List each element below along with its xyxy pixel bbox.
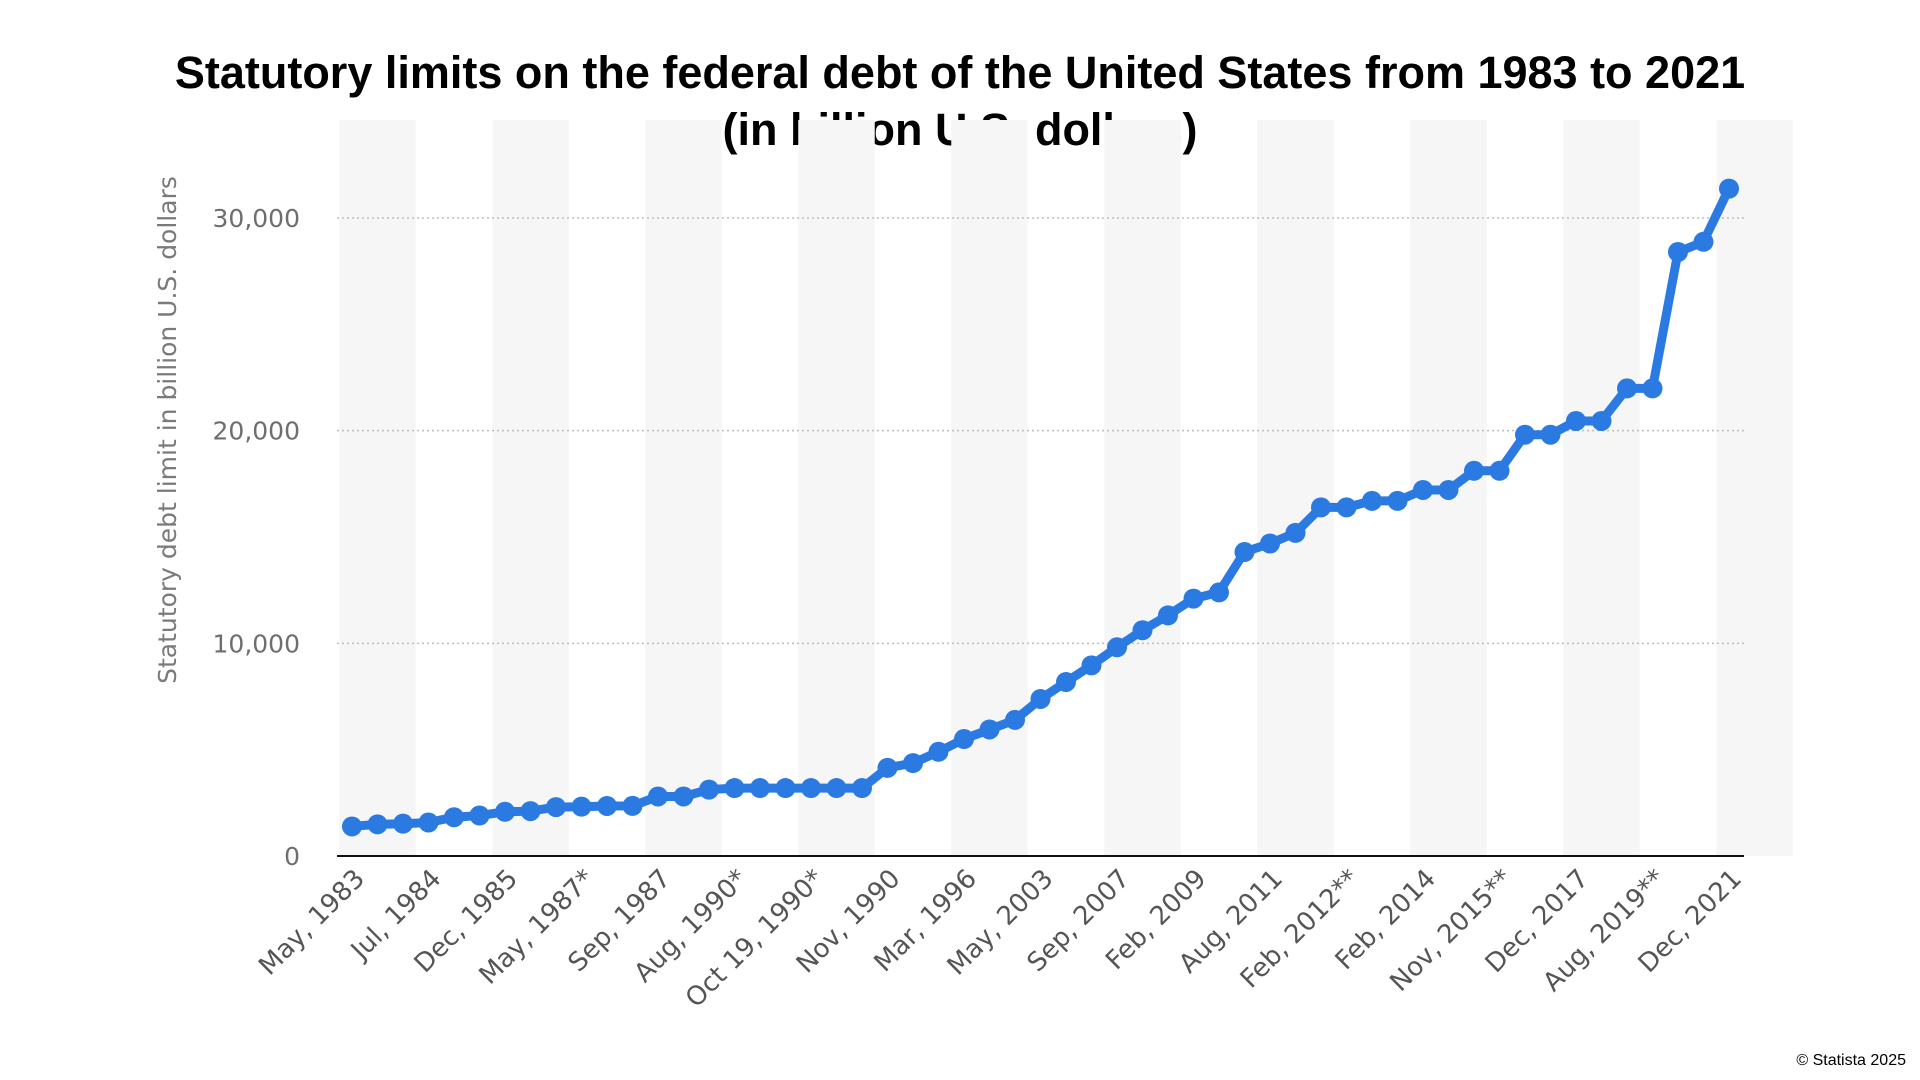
data-point[interactable]	[826, 778, 847, 799]
data-point[interactable]	[1464, 460, 1484, 481]
data-point[interactable]	[1005, 709, 1025, 730]
background-band	[339, 120, 416, 856]
data-point[interactable]	[775, 778, 796, 799]
data-point[interactable]	[1362, 490, 1382, 511]
x-tick-label: May, 1983	[253, 864, 371, 982]
data-point[interactable]	[954, 729, 974, 750]
data-points	[342, 178, 1739, 837]
data-point[interactable]	[979, 719, 1000, 740]
data-point[interactable]	[699, 779, 719, 800]
data-point[interactable]	[469, 805, 490, 826]
data-point[interactable]	[1413, 479, 1433, 500]
background-band	[1563, 120, 1640, 856]
background-band	[798, 120, 875, 856]
data-point[interactable]	[1260, 533, 1280, 554]
data-point[interactable]	[367, 814, 388, 835]
background-band	[1716, 120, 1793, 856]
data-point[interactable]	[1209, 582, 1229, 603]
y-tick-label: 30,000	[213, 204, 300, 233]
data-point[interactable]	[1311, 497, 1331, 518]
data-point[interactable]	[495, 801, 515, 822]
data-point[interactable]	[903, 753, 923, 774]
data-point[interactable]	[1158, 605, 1178, 626]
data-point[interactable]	[801, 778, 821, 799]
data-point[interactable]	[444, 807, 464, 828]
data-point[interactable]	[1719, 178, 1739, 199]
y-tick-label: 0	[284, 842, 300, 871]
data-point[interactable]	[342, 816, 362, 837]
background-band	[492, 120, 569, 856]
data-point[interactable]	[1489, 460, 1510, 481]
data-point[interactable]	[393, 813, 413, 834]
data-point[interactable]	[1642, 378, 1663, 399]
data-point[interactable]	[852, 778, 872, 799]
data-point[interactable]	[1107, 637, 1127, 658]
y-axis-label: Statutory debt limit in billion U.S. dol…	[153, 176, 182, 684]
data-point[interactable]	[928, 741, 949, 762]
data-point[interactable]	[1030, 688, 1051, 709]
y-tick-label: 20,000	[213, 417, 300, 446]
data-point[interactable]	[1234, 542, 1255, 563]
data-point[interactable]	[1285, 522, 1306, 543]
copyright-notice: © Statista 2025	[1796, 1052, 1906, 1069]
data-point[interactable]	[622, 795, 643, 816]
data-point[interactable]	[1183, 588, 1204, 609]
data-point[interactable]	[1591, 410, 1612, 431]
data-point[interactable]	[1515, 424, 1535, 445]
background-band	[1257, 120, 1334, 856]
data-point[interactable]	[750, 778, 770, 799]
data-point[interactable]	[1668, 242, 1688, 263]
data-point[interactable]	[1387, 490, 1408, 511]
data-point[interactable]	[597, 795, 617, 816]
data-point[interactable]	[571, 796, 592, 817]
data-point[interactable]	[520, 801, 541, 822]
data-point[interactable]	[1081, 655, 1102, 676]
y-axis-ticks: 0 10,000 20,000 30,000	[213, 204, 300, 871]
background-bands	[339, 120, 1793, 856]
y-tick-label: 10,000	[213, 629, 300, 658]
data-point[interactable]	[1056, 671, 1076, 692]
chart-title-line: Statutory limits on the federal debt of …	[174, 47, 1746, 98]
data-point[interactable]	[418, 812, 439, 833]
data-point[interactable]	[1566, 410, 1586, 431]
data-point[interactable]	[1617, 378, 1637, 399]
x-tick-label: Oct 19, 1990*	[680, 864, 830, 1014]
background-band	[1104, 120, 1181, 856]
data-point[interactable]	[648, 786, 668, 807]
data-point[interactable]	[546, 797, 566, 818]
background-band	[645, 120, 722, 856]
data-point[interactable]	[877, 757, 898, 778]
data-point[interactable]	[1132, 620, 1153, 641]
data-point[interactable]	[1438, 479, 1459, 500]
data-point[interactable]	[1540, 424, 1561, 445]
data-point[interactable]	[724, 778, 745, 799]
data-point[interactable]	[1336, 497, 1357, 518]
data-point[interactable]	[673, 786, 694, 807]
data-point[interactable]	[1693, 231, 1714, 252]
